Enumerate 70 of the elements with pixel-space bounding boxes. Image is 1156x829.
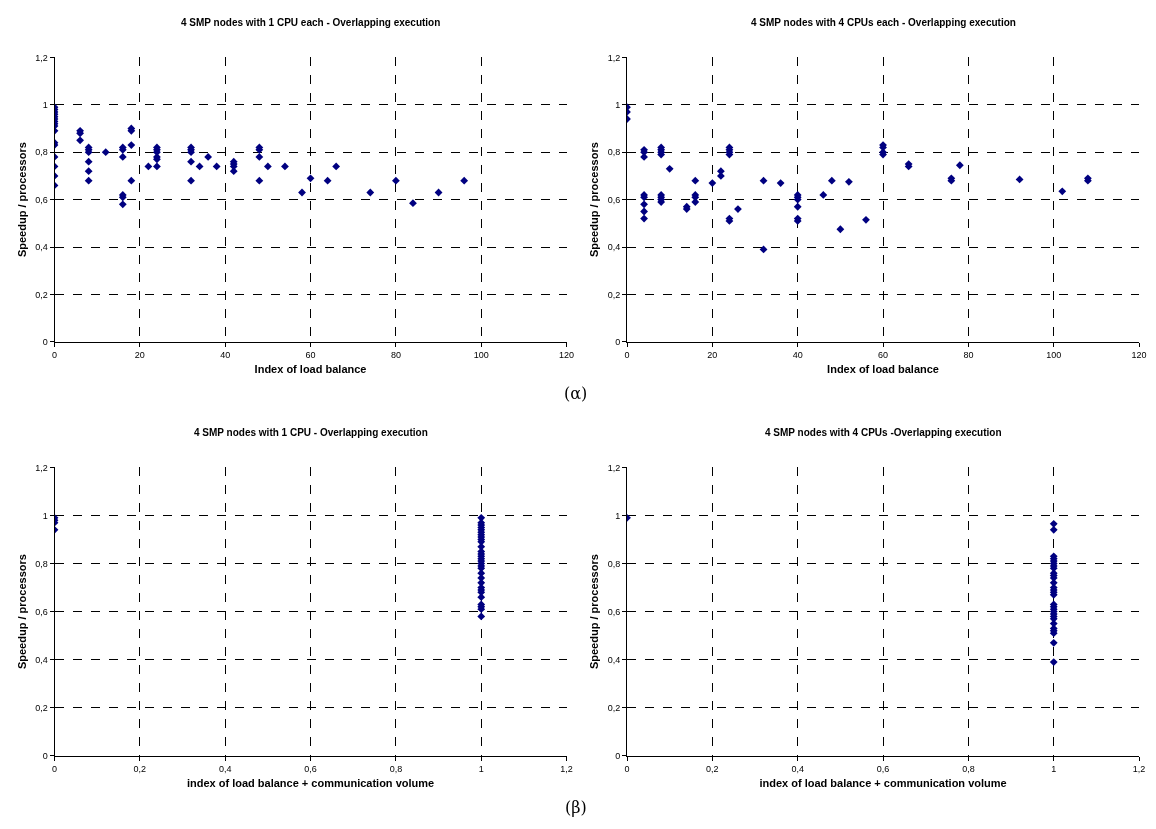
- x-tick-label: 0: [52, 763, 58, 774]
- x-tick-label: 1: [1051, 763, 1057, 774]
- y-tick-label: 0,8: [35, 147, 48, 158]
- x-tick-label: 0: [52, 349, 58, 360]
- y-tick-label: 0: [615, 750, 621, 761]
- x-tick-label: 0: [624, 349, 630, 360]
- x-tick-label: 1: [478, 763, 484, 774]
- y-tick-label: 1: [42, 510, 48, 521]
- y-tick-label: 0,2: [35, 702, 48, 713]
- x-tick-label: 20: [707, 349, 718, 360]
- x-tick-label: 60: [878, 349, 889, 360]
- y-tick-label: 0,2: [35, 289, 48, 300]
- x-tick-label: 100: [1046, 349, 1062, 360]
- y-tick-label: 1,2: [607, 52, 621, 63]
- y-tick-label: 0,6: [607, 606, 621, 617]
- y-tick-label: 0,4: [607, 654, 621, 665]
- text: (α): [564, 384, 588, 403]
- y-tick-label: 1,2: [607, 462, 621, 473]
- x-tick-label: 0,6: [876, 763, 890, 774]
- x-tick-label: 120: [559, 349, 575, 360]
- x-axis-title: Index of load balance: [254, 362, 367, 375]
- y-tick-label: 0: [42, 750, 48, 761]
- x-tick-label: 0,2: [133, 763, 147, 774]
- y-tick-label: 0,2: [607, 289, 621, 300]
- y-tick-label: 1: [615, 99, 621, 110]
- y-tick-label: 0,4: [35, 242, 48, 253]
- y-tick-label: 0,6: [607, 194, 621, 205]
- x-tick-label: 40: [792, 349, 803, 360]
- y-axis-title: Speedup / processors: [15, 142, 28, 258]
- x-tick-label: 0,4: [791, 763, 804, 774]
- chart-title: 4 SMP nodes with 4 CPUs -Overlapping execution: [765, 427, 1002, 438]
- chart-title: 4 SMP nodes with 4 CPUs each - Overlapping execution: [751, 17, 1016, 28]
- y-tick-label: 0,8: [607, 558, 621, 569]
- x-tick-label: 60: [305, 349, 316, 360]
- x-axis-title: Index of load balance: [827, 362, 939, 375]
- x-axis-title: index of load balance + communication volume: [186, 776, 435, 789]
- y-tick-label: 0,6: [35, 606, 48, 617]
- y-axis-title: Speedup / processors: [588, 554, 601, 670]
- y-tick-label: 0,4: [35, 654, 48, 665]
- y-axis-title: Speedup / processors: [15, 554, 28, 670]
- chart-title: 4 SMP nodes with 1 CPU - Overlapping execution: [194, 427, 428, 438]
- x-tick-label: 0,8: [389, 763, 403, 774]
- x-tick-label: 0,6: [304, 763, 317, 774]
- x-tick-label: 120: [1131, 349, 1147, 360]
- x-tick-label: 20: [134, 349, 145, 360]
- y-tick-label: 0,6: [35, 194, 48, 205]
- x-tick-label: 40: [220, 349, 231, 360]
- x-axis-title: index of load balance + communication volume: [759, 776, 1007, 789]
- chart-title: 4 SMP nodes with 1 CPU each - Overlapping execution: [181, 17, 441, 28]
- y-tick-label: 0: [615, 337, 621, 348]
- x-tick-label: 1,2: [1132, 763, 1146, 774]
- y-tick-label: 0,8: [35, 558, 48, 569]
- y-tick-label: 1: [42, 99, 48, 110]
- x-tick-label: 100: [473, 349, 489, 360]
- y-tick-label: 1,2: [35, 462, 48, 473]
- y-tick-label: 0,4: [607, 242, 621, 253]
- y-tick-label: 0: [42, 337, 48, 348]
- text: (β): [565, 798, 587, 817]
- y-tick-label: 0,2: [607, 702, 621, 713]
- x-tick-label: 0,2: [706, 763, 719, 774]
- y-axis-title: Speedup / processors: [588, 142, 601, 258]
- y-tick-label: 1: [615, 510, 621, 521]
- x-tick-label: 80: [390, 349, 401, 360]
- x-tick-label: 1,2: [560, 763, 573, 774]
- y-tick-label: 1,2: [35, 52, 48, 63]
- y-tick-label: 0,8: [607, 147, 621, 158]
- x-tick-label: 0: [624, 763, 630, 774]
- x-tick-label: 0,8: [962, 763, 975, 774]
- x-tick-label: 0,4: [218, 763, 232, 774]
- x-tick-label: 80: [963, 349, 974, 360]
